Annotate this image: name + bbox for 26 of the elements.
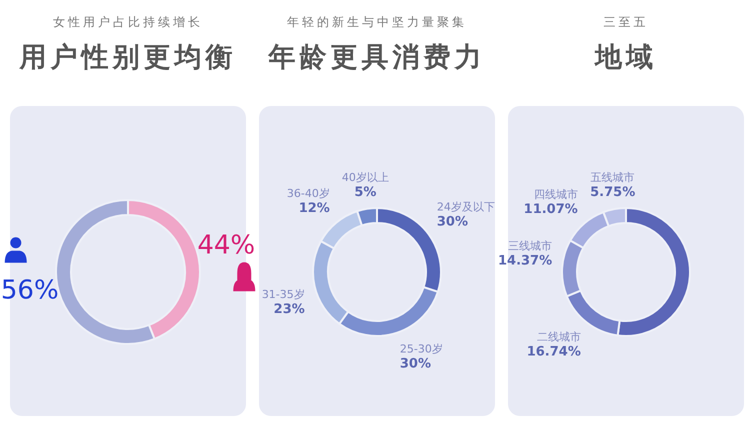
slice-label: 24岁及以下 xyxy=(436,200,495,214)
chart-title: 年龄更具消费力 xyxy=(268,42,486,73)
chart-title: 地域 xyxy=(594,42,657,73)
data-label: 30% xyxy=(400,356,431,372)
slice-label: 25-30岁 xyxy=(400,342,443,356)
chart-subtitle: 三至五 xyxy=(604,15,648,29)
data-label: 5.75% xyxy=(590,185,636,200)
chart-title: 用户性别更均衡 xyxy=(18,42,236,73)
slice-label: 40岁以上 xyxy=(342,170,389,184)
data-label: 11.07% xyxy=(524,202,578,217)
chart-subtitle: 年轻的新生与中坚力量聚集 xyxy=(287,15,467,29)
slice-label: 四线城市 xyxy=(534,188,578,201)
data-label: 30% xyxy=(436,214,468,230)
data-label: 23% xyxy=(274,302,305,318)
data-label: 44% xyxy=(197,230,256,260)
data-label: 14.37% xyxy=(498,253,552,268)
slice-label: 二线城市 xyxy=(536,330,581,344)
slice-label: 三线城市 xyxy=(508,239,552,252)
data-label: 16.74% xyxy=(526,344,581,360)
slice-label: 36-40岁 xyxy=(286,186,330,200)
data-label: 12% xyxy=(298,200,330,216)
chart-subtitle: 女性用户占比持续增长 xyxy=(53,15,203,29)
data-label: 56% xyxy=(0,276,59,306)
slice-label: 五线城市 xyxy=(590,171,635,184)
slice-label: 31-35岁 xyxy=(262,288,305,302)
data-label: 5% xyxy=(354,184,376,200)
